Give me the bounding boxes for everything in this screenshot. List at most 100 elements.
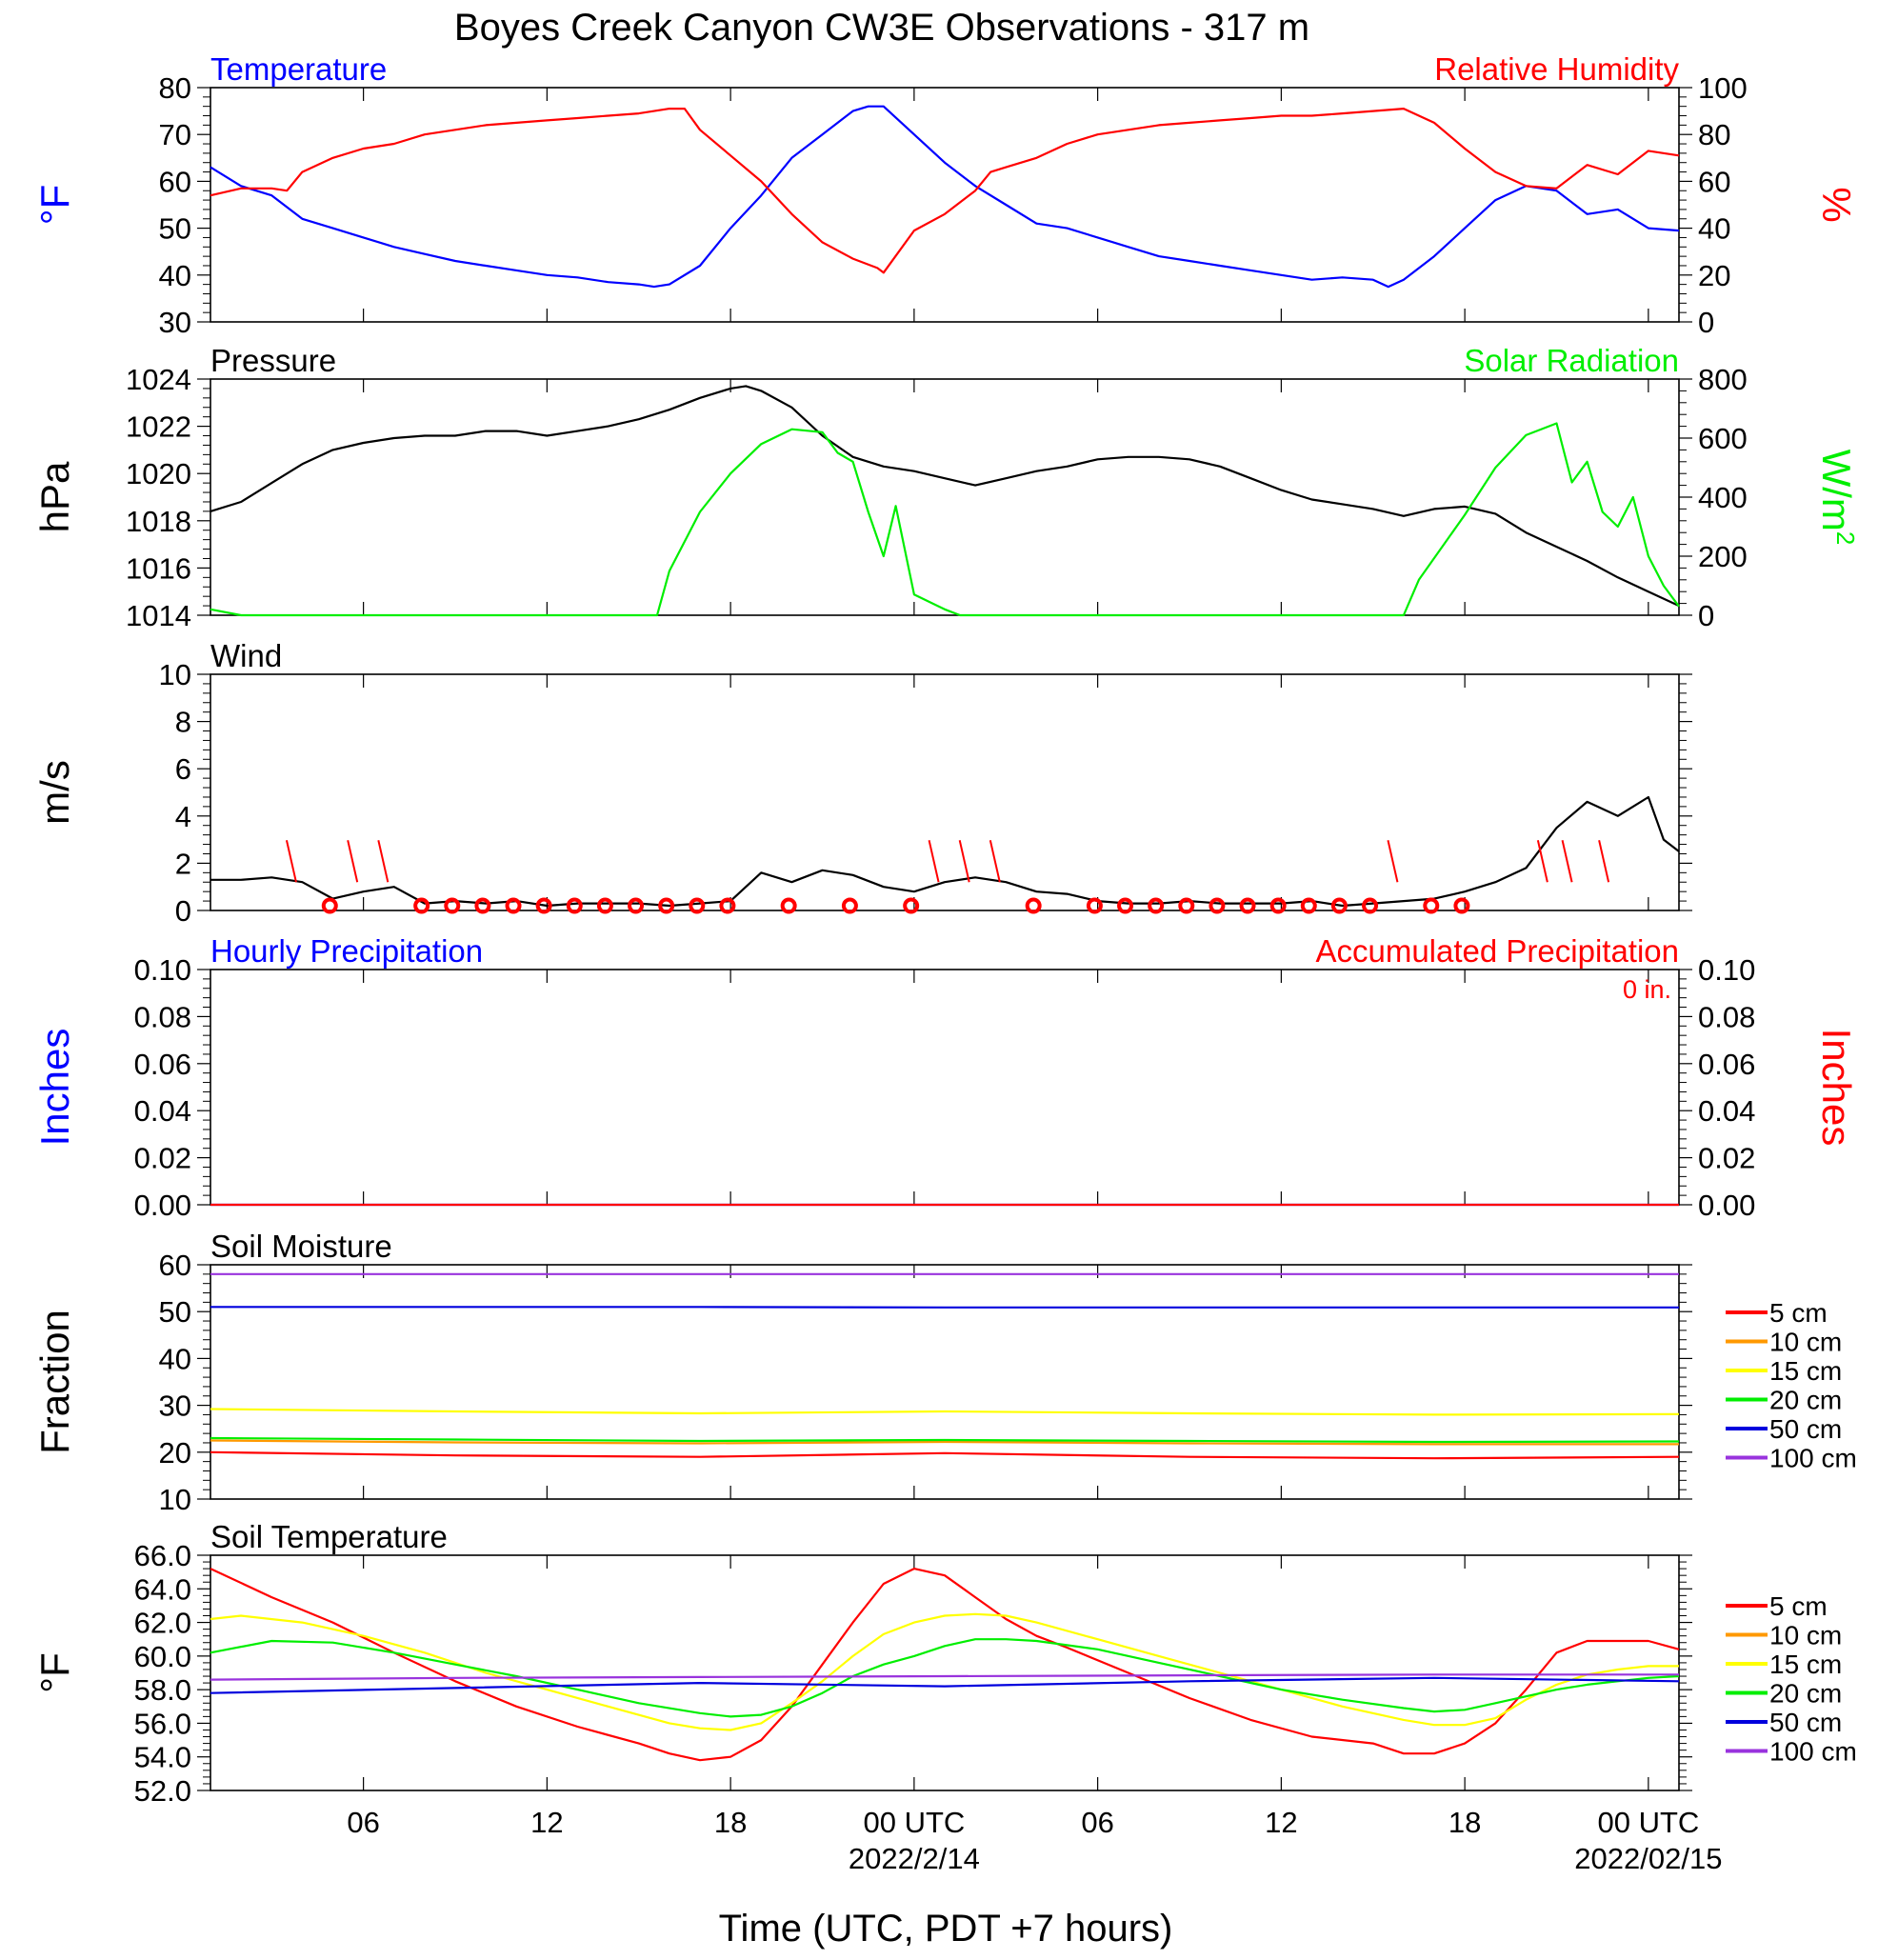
calm-wind-marker <box>566 897 583 914</box>
calm-wind-marker <box>1148 897 1165 914</box>
panel-title-left: Soil Moisture <box>210 1229 392 1264</box>
y-tick-label-left: 1018 <box>126 505 191 538</box>
y-tick-label-left: 2 <box>175 847 191 880</box>
panel-pressure_solar: 1014 1016 1018 1020 1022 1024 0 200 400 600 800 Pre… <box>32 343 1860 632</box>
y-axis-label-right: W/m2 <box>1814 450 1860 546</box>
legend-label: 50 cm <box>1769 1708 1842 1737</box>
series-depth_50 <box>210 1676 1680 1694</box>
y-tick-label-right: 0.10 <box>1698 953 1755 987</box>
y-tick-label-left: 10 <box>159 1483 191 1516</box>
legend-label: 10 cm <box>1769 1621 1842 1650</box>
panel-soil_temperature: 52.054.056.058.060.062.064.066.0 Soil Tem… <box>32 1519 1857 1808</box>
calm-wind-marker <box>1453 897 1470 914</box>
y-tick-label-left: 62.0 <box>134 1607 191 1640</box>
x-tick-label: 06 <box>347 1806 379 1839</box>
y-axis-label-right: % <box>1814 187 1859 222</box>
panel-title-right: Relative Humidity <box>1434 51 1679 87</box>
y-tick-label-left: 70 <box>159 118 191 151</box>
y-tick-label-left: 66.0 <box>134 1539 191 1572</box>
legend-label: 20 cm <box>1769 1679 1842 1709</box>
wind-barb <box>377 840 390 883</box>
calm-wind-marker <box>1117 897 1134 914</box>
series-humidity <box>210 107 1680 274</box>
x-tick-label: 18 <box>1448 1806 1481 1839</box>
calm-wind-marker <box>903 897 920 914</box>
y-axis-label-left: Fraction <box>32 1310 77 1454</box>
calm-wind-marker <box>1086 897 1103 914</box>
y-tick-label-left: 40 <box>159 259 191 292</box>
series-depth_15 <box>210 1612 1679 1731</box>
y-tick-label-left: 4 <box>175 800 191 833</box>
x-date-label: 2022/02/15 <box>1574 1842 1722 1875</box>
y-tick-label-right: 80 <box>1698 118 1730 151</box>
series-pressure <box>210 385 1680 608</box>
plot-frame <box>210 673 1680 911</box>
legend-label: 20 cm <box>1769 1386 1842 1415</box>
panel-title-left: Soil Temperature <box>210 1519 448 1554</box>
accumulated-total-label: 0 in. <box>1623 975 1671 1004</box>
wind-barb <box>928 840 940 883</box>
legend-label: 10 cm <box>1769 1328 1842 1357</box>
y-tick-label-right: 100 <box>1698 71 1748 105</box>
calm-wind-marker <box>1300 897 1317 914</box>
y-axis-label-left: °F <box>32 185 77 225</box>
y-tick-label-left: 1022 <box>126 410 191 444</box>
y-tick-label-right: 60 <box>1698 165 1730 198</box>
y-tick-label-right: 0.02 <box>1698 1142 1755 1175</box>
y-tick-label-right: 400 <box>1698 481 1748 514</box>
y-tick-label-right: 0.06 <box>1698 1048 1755 1081</box>
calm-wind-marker <box>1423 897 1440 914</box>
y-tick-label-left: 50 <box>159 212 191 246</box>
x-tick-label: 12 <box>1265 1806 1297 1839</box>
calm-wind-marker <box>1178 897 1195 914</box>
plot-frame <box>210 87 1680 323</box>
y-tick-label-left: 1016 <box>126 551 191 585</box>
y-tick-label-right: 20 <box>1698 259 1730 292</box>
legend-label: 100 cm <box>1769 1737 1857 1767</box>
y-tick-label-left: 60.0 <box>134 1640 191 1673</box>
wind-barb <box>1387 840 1399 883</box>
y-tick-label-right: 0.00 <box>1698 1189 1755 1222</box>
y-tick-label-left: 56.0 <box>134 1707 191 1740</box>
plot-frame <box>210 378 1680 616</box>
calm-wind-marker <box>505 897 522 914</box>
wind-barb <box>1536 840 1548 883</box>
series-solar <box>210 422 1680 617</box>
legend-label: 5 cm <box>1769 1298 1828 1328</box>
y-tick-label-left: 0.02 <box>134 1142 191 1175</box>
calm-wind-marker <box>1269 897 1287 914</box>
y-tick-label-left: 0.00 <box>134 1189 191 1222</box>
y-tick-label-left: 0 <box>175 894 191 928</box>
legend-label: 15 cm <box>1769 1650 1842 1679</box>
y-tick-label-left: 50 <box>159 1295 191 1329</box>
wind-barb <box>958 840 970 883</box>
series-depth_10 <box>210 1439 1679 1446</box>
x-tick-label: 06 <box>1081 1806 1113 1839</box>
x-tick-label: 00 UTC <box>863 1806 965 1839</box>
y-tick-label-left: 30 <box>159 1390 191 1423</box>
wind-barb <box>285 840 297 883</box>
superscript: 2 <box>1831 531 1860 545</box>
wind-barb <box>347 840 359 883</box>
plot-frame <box>210 969 1680 1206</box>
calm-wind-marker <box>1330 897 1348 914</box>
y-tick-label-left: 64.0 <box>134 1572 191 1606</box>
panel-title-right: Accumulated Precipitation <box>1315 933 1679 969</box>
calm-wind-marker <box>1209 897 1226 914</box>
y-tick-label-left: 40 <box>159 1342 191 1375</box>
calm-wind-marker <box>1025 897 1042 914</box>
y-tick-label-left: 0.08 <box>134 1000 191 1033</box>
y-tick-label-right: 40 <box>1698 212 1730 246</box>
y-axis-label-left: m/s <box>32 760 77 825</box>
x-tick-label: 00 UTC <box>1597 1806 1699 1839</box>
calm-wind-marker <box>689 897 706 914</box>
calm-wind-marker <box>444 897 461 914</box>
series-temperature <box>210 105 1680 289</box>
series-depth_50 <box>210 1306 1679 1309</box>
legend-label: 50 cm <box>1769 1414 1842 1444</box>
plot-frame <box>210 1264 1680 1500</box>
wind-barb <box>989 840 1001 883</box>
y-tick-label-left: 52.0 <box>134 1774 191 1808</box>
